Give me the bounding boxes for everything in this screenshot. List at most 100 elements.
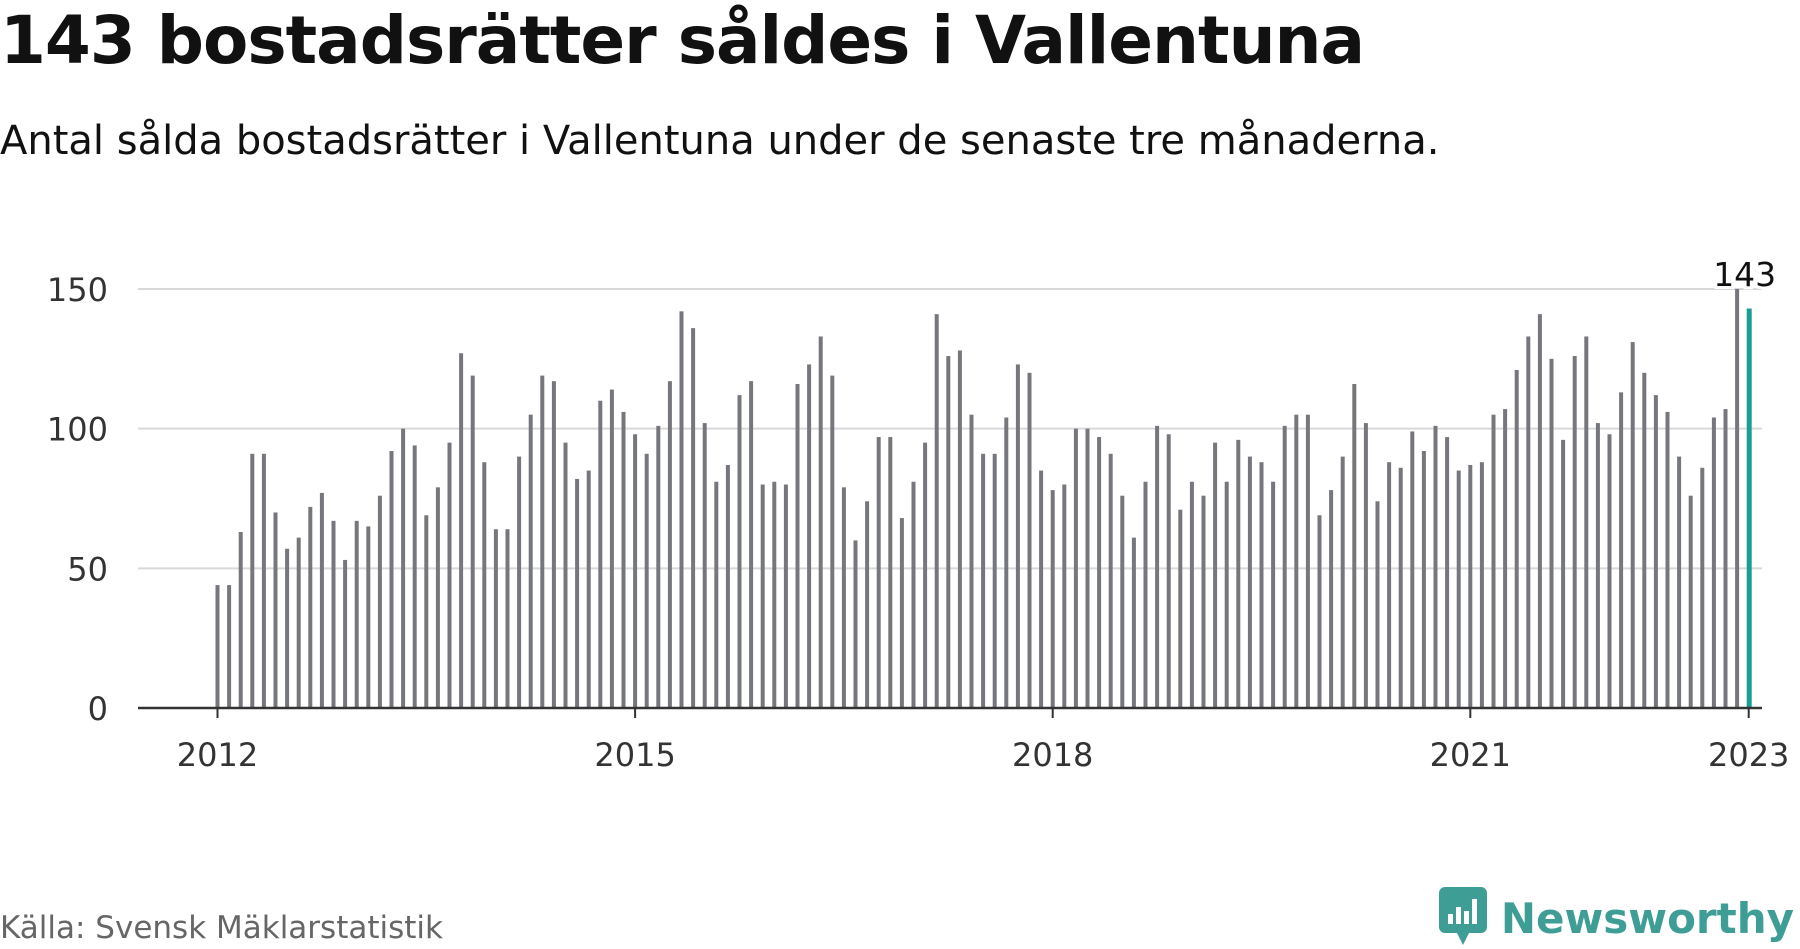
bar — [1097, 437, 1102, 708]
bar — [1236, 439, 1241, 708]
bar — [1653, 395, 1658, 708]
bar — [1398, 467, 1403, 708]
bar — [1027, 372, 1032, 708]
bar — [563, 442, 568, 708]
bar — [1723, 409, 1728, 708]
bar — [435, 487, 440, 708]
highlighted-bar — [1746, 308, 1752, 708]
bar — [482, 462, 487, 708]
bar — [1247, 456, 1252, 708]
bar — [1143, 481, 1148, 708]
x-axis-ticks: 2012 2015 2018 2021 2023 — [177, 708, 1789, 774]
bar — [424, 515, 429, 708]
bar — [1050, 490, 1055, 708]
bar — [1305, 414, 1310, 708]
bar — [749, 381, 754, 708]
bar — [621, 411, 626, 708]
bar — [470, 375, 475, 708]
bar — [354, 520, 359, 708]
bar — [528, 414, 533, 708]
bar — [899, 518, 904, 708]
bar — [1375, 501, 1380, 708]
bar — [1479, 462, 1484, 708]
bar — [308, 506, 313, 708]
bar — [1271, 481, 1276, 708]
bar — [389, 451, 394, 708]
bar — [911, 481, 916, 708]
bar — [946, 356, 951, 708]
x-tick-label: 2021 — [1430, 736, 1511, 774]
bar — [1108, 453, 1113, 708]
bar — [865, 501, 870, 708]
bar — [1178, 509, 1183, 708]
bar — [656, 425, 661, 708]
bar — [319, 492, 324, 708]
bar — [783, 484, 788, 708]
y-tick-label: 0 — [88, 690, 108, 728]
bar — [1259, 462, 1264, 708]
brand-logo: Newsworthy — [1438, 887, 1794, 949]
bar — [725, 464, 730, 708]
bar — [702, 423, 707, 708]
bar — [818, 336, 823, 708]
bar — [1201, 495, 1206, 708]
bar — [1213, 442, 1218, 708]
x-tick-label: 2012 — [177, 736, 258, 774]
x-tick-label: 2023 — [1708, 736, 1789, 774]
bar — [412, 445, 417, 708]
bar — [1131, 537, 1136, 708]
bar — [285, 548, 290, 708]
bar — [250, 453, 255, 708]
bar — [1062, 484, 1067, 708]
bar — [540, 375, 545, 708]
bar — [691, 328, 696, 708]
y-tick-label: 50 — [67, 550, 108, 588]
bar — [261, 453, 266, 708]
bar — [1445, 437, 1450, 708]
bar — [598, 400, 603, 708]
bar — [981, 453, 986, 708]
bar-chart-speech-bubble-icon — [1438, 887, 1487, 949]
bar — [1421, 451, 1426, 708]
bar — [1352, 383, 1357, 708]
bar — [1700, 467, 1705, 708]
bar — [830, 375, 835, 708]
bar — [1015, 364, 1020, 708]
bar — [296, 537, 301, 708]
bar — [957, 350, 962, 708]
bar — [1039, 470, 1044, 708]
bar — [888, 437, 893, 708]
bar — [447, 442, 452, 708]
bar — [1688, 495, 1693, 708]
bar — [1607, 434, 1612, 708]
bar — [1537, 314, 1542, 708]
bar — [1456, 470, 1461, 708]
bar — [1711, 417, 1716, 708]
bar — [1224, 481, 1229, 708]
bar — [1642, 372, 1647, 708]
bar — [876, 437, 881, 708]
bar — [215, 585, 220, 708]
bar — [1085, 428, 1090, 708]
brand-name: Newsworthy — [1500, 893, 1794, 943]
chart-subtitle: Antal sålda bostadsrätter i Vallentuna u… — [0, 118, 1440, 164]
bar — [934, 314, 939, 708]
bar — [1189, 481, 1194, 708]
bar — [273, 512, 278, 708]
bar — [343, 559, 348, 708]
bar — [807, 364, 812, 708]
bar — [1317, 515, 1322, 708]
bar — [714, 481, 719, 708]
y-tick-label: 100 — [47, 411, 108, 449]
bar — [1387, 462, 1392, 708]
bar — [331, 520, 336, 708]
bar — [551, 381, 556, 708]
bar — [644, 453, 649, 708]
bar — [1549, 358, 1554, 708]
bar — [238, 532, 243, 708]
bar — [1619, 392, 1624, 708]
bar — [1595, 423, 1600, 708]
bar — [969, 414, 974, 708]
bar — [1433, 425, 1438, 708]
